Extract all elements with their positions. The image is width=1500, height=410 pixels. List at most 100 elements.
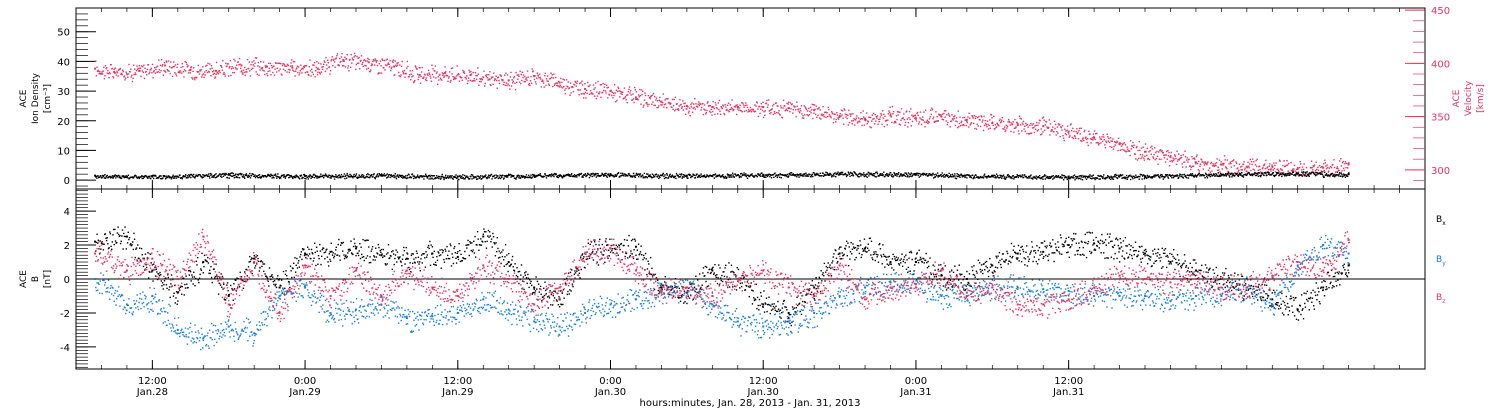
velocity-series-sample (390, 69, 392, 72)
velocity-series-sample (1344, 163, 1346, 165)
velocity-series-sample (1343, 169, 1345, 172)
velocity-series-sample (398, 75, 401, 77)
velocity-series-sample (749, 106, 752, 109)
density-series-sample (1108, 177, 1111, 180)
velocity-series-sample (228, 67, 230, 69)
density-series-sample (1294, 175, 1297, 177)
velocity-series-sample (116, 70, 118, 72)
density-series-sample (900, 173, 902, 175)
velocity-series-sample (465, 78, 468, 80)
velocity-series-sample (651, 103, 653, 105)
series-bx-sample (292, 267, 294, 270)
density-series-sample (452, 178, 454, 180)
velocity-series-sample (171, 75, 174, 78)
density-series-point (94, 174, 97, 177)
density-series-sample (1200, 174, 1203, 177)
velocity-series-sample (407, 65, 409, 68)
density-series-sample (285, 175, 287, 178)
density-series-sample (785, 174, 788, 176)
series-bx-point (711, 269, 714, 272)
velocity-series-sample (803, 105, 805, 107)
velocity-series-sample (312, 64, 314, 66)
velocity-series-sample (1261, 168, 1264, 170)
density-series-sample (1342, 175, 1344, 177)
density-series-sample (901, 175, 903, 177)
series-bx-sample (315, 264, 317, 267)
density-series-sample (951, 173, 954, 176)
velocity-series-sample (864, 119, 867, 122)
velocity-series-sample (1009, 121, 1011, 124)
density-series-sample (830, 176, 833, 178)
velocity-series-sample (120, 72, 123, 75)
density-series-sample (428, 174, 431, 177)
velocity-series-sample (782, 99, 785, 102)
velocity-series-sample (924, 126, 926, 128)
density-series-sample (758, 174, 761, 177)
series-bx-sample (130, 244, 133, 247)
density-series-sample (310, 177, 312, 179)
velocity-series-sample (754, 110, 757, 113)
velocity-series-sample (798, 110, 800, 113)
velocity-series-sample (560, 86, 563, 88)
density-series-sample (1207, 174, 1209, 176)
density-series-sample (1078, 177, 1081, 180)
density-series-sample (560, 175, 563, 177)
series-bx-sample (222, 288, 224, 290)
velocity-series-sample (518, 75, 520, 77)
density-series-sample (639, 173, 642, 175)
velocity-series-sample (1195, 155, 1198, 158)
density-series-sample (761, 172, 763, 174)
velocity-series-sample (545, 84, 547, 87)
density-series-sample (320, 173, 322, 175)
velocity-series-sample (100, 73, 102, 76)
density-series-sample (768, 173, 770, 175)
velocity-series-sample (502, 79, 504, 81)
velocity-series-sample (818, 106, 820, 109)
density-series-sample (355, 174, 357, 177)
velocity-series-sample (508, 84, 510, 87)
velocity-series-sample (108, 76, 110, 79)
velocity-series-sample (1147, 157, 1150, 160)
velocity-series-sample (704, 109, 706, 111)
series-bx-sample (218, 282, 220, 284)
velocity-series-sample (599, 84, 602, 86)
velocity-series-sample (676, 108, 679, 111)
velocity-series-sample (807, 115, 809, 117)
velocity-series-sample (706, 109, 708, 112)
velocity-series-sample (1156, 150, 1158, 153)
series-bx-sample (156, 271, 158, 273)
velocity-series-sample (356, 62, 359, 65)
series-bx-sample (181, 285, 184, 288)
density-series-sample (397, 175, 399, 178)
series-bx-sample (128, 236, 131, 239)
velocity-series-sample (888, 110, 890, 112)
velocity-series-sample (200, 68, 202, 71)
velocity-series-sample (344, 56, 346, 58)
density-series-sample (1081, 174, 1083, 177)
density-series-sample (378, 172, 380, 175)
series-bx-sample (108, 247, 110, 249)
density-series-sample (656, 176, 659, 178)
density-series-sample (1273, 174, 1275, 177)
series-bx-sample (172, 278, 174, 281)
velocity-series-sample (115, 72, 117, 74)
density-series-sample (502, 174, 504, 177)
density-series-sample (1045, 175, 1047, 177)
density-series-sample (856, 174, 859, 177)
series-bx-sample (214, 277, 216, 279)
density-series-sample (435, 175, 438, 177)
velocity-series-sample (886, 124, 888, 126)
velocity-series-sample (850, 113, 852, 115)
velocity-series-sample (1314, 169, 1317, 172)
density-series-sample (1333, 174, 1335, 176)
velocity-series-sample (800, 105, 803, 107)
velocity-series-sample (995, 126, 998, 128)
velocity-series-sample (679, 99, 681, 101)
velocity-series-sample (1014, 127, 1017, 129)
density-series-sample (354, 175, 356, 178)
density-series-sample (1292, 171, 1294, 173)
velocity-series-sample (324, 70, 327, 73)
velocity-series-sample (1105, 140, 1107, 142)
velocity-series-sample (914, 114, 917, 117)
density-series-sample (387, 176, 389, 178)
